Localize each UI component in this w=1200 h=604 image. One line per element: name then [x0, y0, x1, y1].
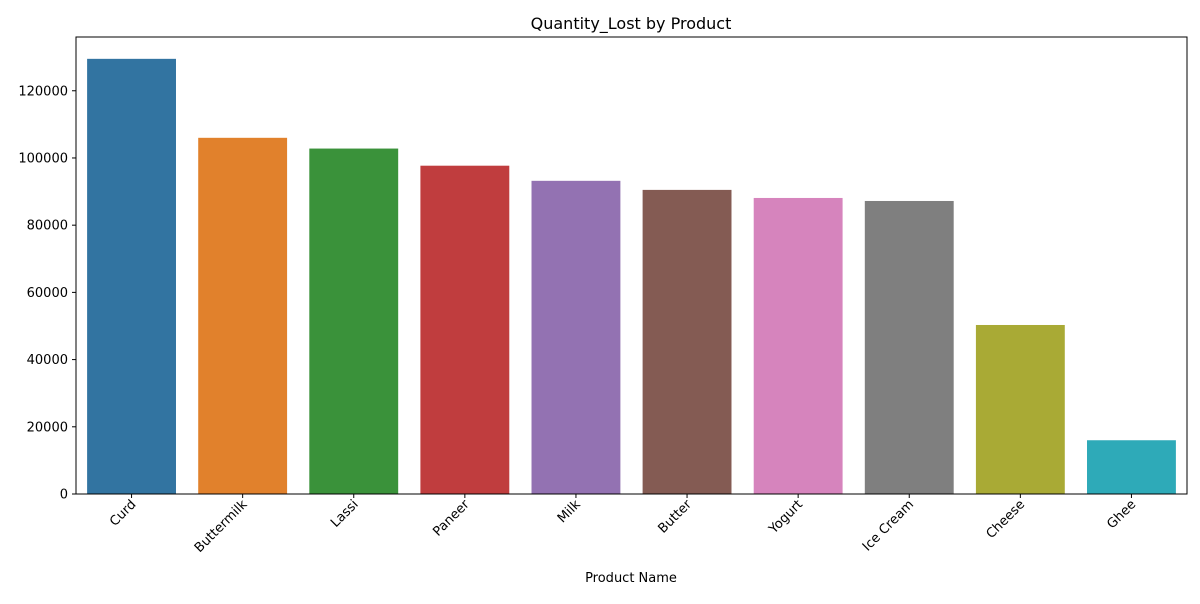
x-tick-label: Buttermilk: [192, 497, 251, 556]
x-tick-label: Paneer: [430, 497, 473, 540]
x-tick-label: Yogurt: [766, 497, 806, 537]
bar-curd: [87, 58, 176, 495]
x-tick-label: Butter: [655, 497, 695, 537]
bar-butter: [642, 189, 732, 494]
x-axis-label: Product Name: [585, 571, 677, 586]
y-axis: 0 20000 40000 60000 80000 100000 120000: [18, 84, 76, 503]
bar-ghee: [1087, 440, 1176, 494]
y-tick-label: 100000: [18, 151, 68, 166]
x-tick-label: Cheese: [984, 497, 1029, 542]
y-tick-label: 80000: [27, 219, 68, 234]
bar-ice-cream: [864, 200, 954, 495]
x-tick-label: Milk: [555, 497, 584, 526]
y-tick-label: 0: [60, 488, 68, 503]
x-tick-label: Ice Cream: [860, 497, 917, 554]
bar-lassi: [309, 148, 399, 494]
y-tick-label: 20000: [27, 420, 68, 435]
bar-yogurt: [753, 197, 843, 494]
x-axis: Curd Buttermilk Lassi Paneer Milk Butter Yogur…: [107, 494, 1139, 556]
bar-milk: [531, 180, 621, 494]
y-tick-label: 40000: [27, 353, 68, 368]
plot-frame: [75, 36, 1188, 495]
x-tick-label: Ghee: [1104, 497, 1139, 532]
bar-buttermilk: [198, 137, 288, 494]
x-tick-label: Curd: [107, 497, 139, 529]
bar-paneer: [420, 165, 510, 494]
y-tick-label: 120000: [18, 84, 68, 99]
chart-title: Quantity_Lost by Product: [531, 14, 732, 34]
y-tick-label: 60000: [27, 286, 68, 301]
bars-layer: [87, 58, 1176, 495]
x-tick-label: Lassi: [328, 497, 361, 530]
bar-cheese: [975, 324, 1065, 494]
